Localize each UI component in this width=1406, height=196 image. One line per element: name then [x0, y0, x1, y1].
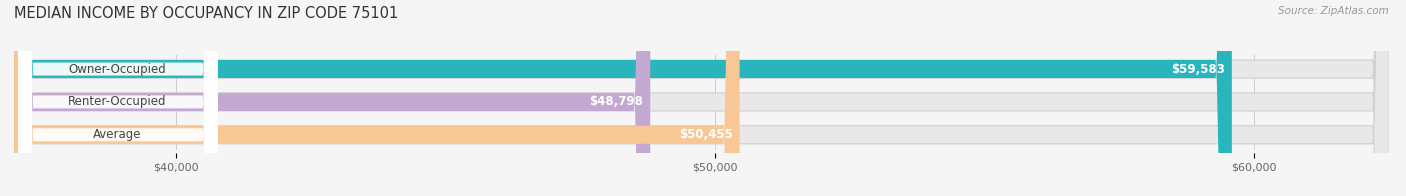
Text: Average: Average: [93, 128, 142, 141]
FancyBboxPatch shape: [18, 0, 218, 196]
FancyBboxPatch shape: [14, 0, 650, 196]
FancyBboxPatch shape: [14, 0, 740, 196]
Text: $59,583: $59,583: [1171, 63, 1225, 75]
FancyBboxPatch shape: [14, 0, 1389, 196]
Text: $48,798: $48,798: [589, 95, 644, 108]
Text: MEDIAN INCOME BY OCCUPANCY IN ZIP CODE 75101: MEDIAN INCOME BY OCCUPANCY IN ZIP CODE 7…: [14, 6, 398, 21]
FancyBboxPatch shape: [18, 0, 218, 196]
FancyBboxPatch shape: [14, 0, 1389, 196]
FancyBboxPatch shape: [18, 0, 218, 196]
Text: Source: ZipAtlas.com: Source: ZipAtlas.com: [1278, 6, 1389, 16]
Text: Owner-Occupied: Owner-Occupied: [69, 63, 166, 75]
FancyBboxPatch shape: [14, 0, 1232, 196]
FancyBboxPatch shape: [14, 0, 1389, 196]
Text: Renter-Occupied: Renter-Occupied: [67, 95, 166, 108]
Text: $50,455: $50,455: [679, 128, 733, 141]
